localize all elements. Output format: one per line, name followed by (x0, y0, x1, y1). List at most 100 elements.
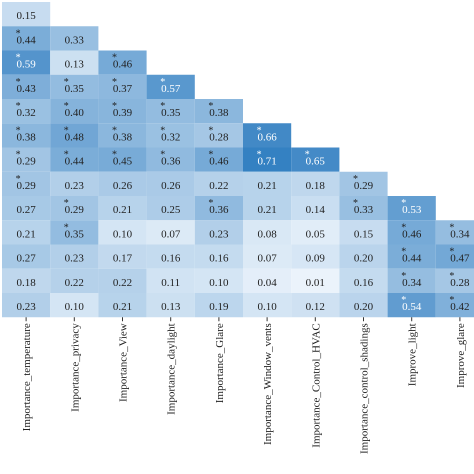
cell-label: 0.13 (65, 59, 85, 71)
cell (339, 244, 388, 269)
cell (2, 268, 51, 293)
significance-star: * (401, 198, 406, 209)
cell-label: 0.25 (161, 204, 181, 216)
cell-label: 0.04 (257, 277, 277, 289)
cell-label: 0.44 (402, 253, 422, 265)
cell-label: 0.29 (16, 156, 36, 168)
cell-label: 0.28 (209, 131, 229, 143)
significance-star: * (112, 125, 117, 136)
cell-label: 0.29 (65, 204, 85, 216)
cell (98, 220, 147, 245)
significance-star: * (160, 101, 165, 112)
significance-star: * (401, 295, 406, 306)
cell-label: 0.10 (209, 277, 229, 289)
x-tick-label: Importance_Glare (214, 323, 226, 403)
significance-star: * (257, 125, 262, 136)
cell (146, 99, 195, 124)
cell-label: 0.46 (113, 59, 133, 71)
cell (98, 99, 147, 124)
cell (194, 123, 243, 148)
significance-star: * (64, 198, 69, 209)
cell (146, 244, 195, 269)
cell-label: 0.21 (113, 301, 132, 313)
significance-star: * (160, 150, 165, 161)
cell-label: 0.16 (354, 277, 374, 289)
cell (291, 293, 340, 318)
cell-label: 0.37 (113, 83, 133, 95)
cell (98, 74, 147, 99)
cell-label: 0.21 (257, 204, 276, 216)
cell-label: 0.10 (65, 301, 85, 313)
cell-label: 0.22 (65, 277, 84, 289)
cell-label: 0.15 (16, 10, 36, 22)
cell-label: 0.65 (306, 156, 326, 168)
cell-label: 0.33 (65, 34, 85, 46)
x-tick-label: Improve_glare (455, 323, 467, 388)
cell (243, 268, 292, 293)
cell (387, 196, 436, 221)
cell (146, 293, 195, 318)
cell (339, 220, 388, 245)
cell (194, 147, 243, 172)
cell-label: 0.11 (161, 277, 180, 289)
cell (2, 74, 51, 99)
significance-star: * (112, 77, 117, 88)
cell-label: 0.20 (354, 301, 374, 313)
cell-label: 0.34 (450, 228, 470, 240)
significance-star: * (64, 150, 69, 161)
cell (387, 244, 436, 269)
cell-label: 0.35 (65, 228, 85, 240)
cell-label: 0.29 (354, 180, 374, 192)
cell-label: 0.27 (16, 253, 36, 265)
cell (291, 220, 340, 245)
significance-star: * (305, 150, 310, 161)
cell-label: 0.38 (113, 131, 133, 143)
cell (194, 99, 243, 124)
cell (98, 171, 147, 196)
cell (194, 171, 243, 196)
x-tick-label: Importance_daylight (166, 323, 178, 415)
cell-label: 0.46 (209, 156, 229, 168)
significance-star: * (16, 150, 21, 161)
cell (146, 268, 195, 293)
cell (2, 147, 51, 172)
significance-star: * (208, 198, 213, 209)
cell (2, 99, 51, 124)
cell-label: 0.29 (16, 180, 36, 192)
cell-label: 0.01 (306, 277, 325, 289)
cell-label: 0.16 (209, 253, 229, 265)
cell (50, 123, 99, 148)
cell-label: 0.09 (306, 253, 326, 265)
cell-label: 0.40 (65, 107, 85, 119)
cell (2, 171, 51, 196)
cell-label: 0.22 (113, 277, 132, 289)
cell-label: 0.13 (161, 301, 181, 313)
cell-label: 0.38 (16, 131, 36, 143)
cell-label: 0.28 (450, 277, 470, 289)
significance-star: * (16, 101, 21, 112)
cell-label: 0.44 (65, 156, 85, 168)
cell-label: 0.22 (209, 180, 228, 192)
significance-star: * (112, 101, 117, 112)
cell (243, 196, 292, 221)
cell (194, 268, 243, 293)
significance-star: * (160, 77, 165, 88)
cell-label: 0.26 (113, 180, 133, 192)
significance-star: * (449, 247, 454, 258)
significance-star: * (401, 247, 406, 258)
significance-star: * (449, 271, 454, 282)
significance-star: * (64, 101, 69, 112)
cell (194, 220, 243, 245)
cell-label: 0.23 (209, 228, 229, 240)
cell (50, 147, 99, 172)
cell-label: 0.19 (209, 301, 229, 313)
cell-label: 0.15 (354, 228, 374, 240)
significance-star: * (64, 125, 69, 136)
cell (98, 196, 147, 221)
cell (194, 196, 243, 221)
cell-label: 0.08 (257, 228, 277, 240)
cell (50, 293, 99, 318)
cell-label: 0.44 (16, 34, 36, 46)
cell (339, 293, 388, 318)
